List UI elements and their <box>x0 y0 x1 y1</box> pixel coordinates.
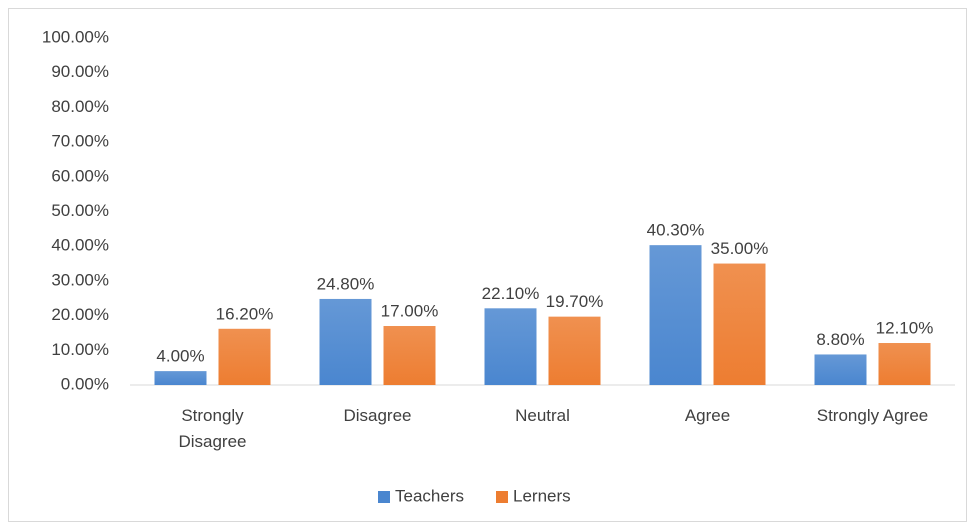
bar <box>548 316 601 385</box>
x-tick-label: Strongly Disagree <box>178 406 247 451</box>
bar <box>814 354 867 385</box>
bar <box>154 371 207 385</box>
x-tick-label: Disagree <box>343 406 412 425</box>
y-tick-label: 10.00% <box>51 340 109 359</box>
data-label: 22.10% <box>482 284 540 303</box>
y-tick-label: 20.00% <box>51 305 109 324</box>
bar <box>649 245 702 385</box>
chart-border <box>8 8 967 522</box>
bar <box>713 263 766 385</box>
y-tick-label: 40.00% <box>51 236 109 255</box>
bar <box>319 298 372 385</box>
y-tick-label: 100.00% <box>42 27 109 46</box>
data-label: 40.30% <box>647 221 705 240</box>
data-label: 16.20% <box>216 304 274 323</box>
data-label: 35.00% <box>711 239 769 258</box>
legend-label: Teachers <box>395 486 464 505</box>
data-label: 24.80% <box>317 274 375 293</box>
legend-swatch <box>378 491 390 503</box>
bar <box>878 343 931 385</box>
y-tick-label: 50.00% <box>51 201 109 220</box>
y-tick-label: 60.00% <box>51 166 109 185</box>
data-label: 19.70% <box>546 292 604 311</box>
bar <box>484 308 537 385</box>
y-tick-label: 70.00% <box>51 132 109 151</box>
x-tick-label: Neutral <box>515 406 570 425</box>
x-tick-label: Strongly Agree <box>816 406 929 425</box>
y-tick-label: 90.00% <box>51 62 109 81</box>
data-label: 12.10% <box>876 318 934 337</box>
y-tick-label: 30.00% <box>51 270 109 289</box>
bar <box>383 326 436 385</box>
x-tick-label: Agree <box>684 406 731 425</box>
y-tick-label: 0.00% <box>61 374 109 393</box>
legend-label: Lerners <box>513 486 571 505</box>
data-label: 4.00% <box>156 347 204 366</box>
y-tick-label: 80.00% <box>51 97 109 116</box>
data-label: 8.80% <box>816 330 864 349</box>
bar <box>218 328 271 385</box>
data-label: 17.00% <box>381 301 439 320</box>
legend-swatch <box>496 491 508 503</box>
